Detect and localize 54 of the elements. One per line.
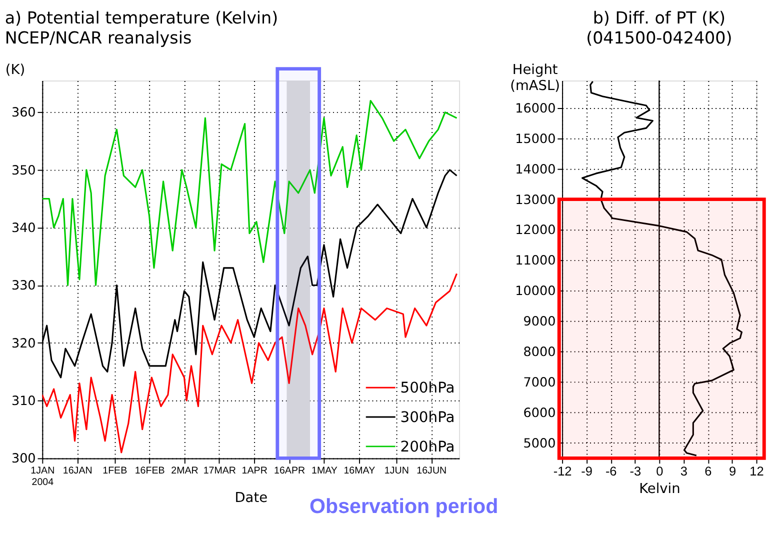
chart-subtitle: (041500-042400) xyxy=(586,28,732,48)
x-tick-label: 1MAY xyxy=(312,465,338,476)
x-tick-label: -6 xyxy=(605,463,617,478)
x-tick-label: 1JAN 2004 xyxy=(30,465,55,488)
y-tick-label: 350 xyxy=(11,163,36,178)
line-series xyxy=(42,100,458,286)
x-tick-label: 1JUN xyxy=(384,465,409,476)
y-tick-label: 360 xyxy=(11,106,36,121)
x-tick-label: 3 xyxy=(680,463,688,478)
x-tick-label: 0 xyxy=(656,463,664,478)
x-tick-label: 2MAR xyxy=(171,465,198,476)
x-tick-label: 16FEB xyxy=(134,465,166,476)
legend-label: 200hPa xyxy=(400,438,455,456)
y-tick-label: 14000 xyxy=(515,162,556,178)
y-tick-label: 330 xyxy=(11,278,36,294)
y-tick-label: 310 xyxy=(11,394,36,409)
x-tick-label: -12 xyxy=(553,463,572,478)
y-tick-label: 5000 xyxy=(523,436,556,452)
x-tick-label: 1APR xyxy=(242,465,268,476)
x-tick-label: 6 xyxy=(704,463,712,478)
y-axis-title: (K) xyxy=(5,62,26,78)
band-label: Observation period xyxy=(310,495,498,518)
x-tick-label: 17MAR xyxy=(203,465,236,476)
x-tick-label: 16MAY xyxy=(344,465,376,476)
y-tick-label: 16000 xyxy=(515,101,556,116)
x-axis-title: Date xyxy=(234,490,268,506)
x-axis-title: Kelvin xyxy=(639,481,680,498)
line-series xyxy=(42,272,458,454)
y-tick-label: 6000 xyxy=(523,406,556,421)
y-tick-label: 11000 xyxy=(515,254,556,269)
x-tick-label: 16JAN xyxy=(62,465,92,476)
x-tick-label: -3 xyxy=(630,463,642,478)
x-tick-label: -9 xyxy=(581,463,593,478)
legend-label: 500hPa xyxy=(400,379,455,396)
y-tick-label: 13000 xyxy=(515,192,556,208)
y-tick-label: 9000 xyxy=(523,314,556,330)
y-tick-label: 340 xyxy=(11,221,36,236)
legend-label: 300hPa xyxy=(400,408,455,426)
y-tick-label: 320 xyxy=(11,336,36,352)
y-tick-label: 8000 xyxy=(523,345,556,360)
x-tick-label: 1FEB xyxy=(102,465,128,476)
chart-title: b) Diff. of PT (K) xyxy=(592,8,726,28)
y-tick-label: 300 xyxy=(11,452,36,467)
x-tick-label: 12 xyxy=(750,463,764,478)
x-tick-label: 9 xyxy=(728,463,736,478)
chart-title: a) Potential temperature (Kelvin) xyxy=(4,8,278,28)
x-tick-label: 16JUN xyxy=(416,465,447,476)
y-tick-label: 7000 xyxy=(523,375,556,390)
chart-subtitle: NCEP/NCAR reanalysis xyxy=(4,28,192,48)
x-tick-label: 16APR xyxy=(274,465,306,476)
y-tick-label: 15000 xyxy=(515,132,556,147)
y-tick-label: 10000 xyxy=(515,284,556,300)
y-axis-title: Height (mASL) xyxy=(510,62,560,94)
y-tick-label: 12000 xyxy=(515,223,556,238)
